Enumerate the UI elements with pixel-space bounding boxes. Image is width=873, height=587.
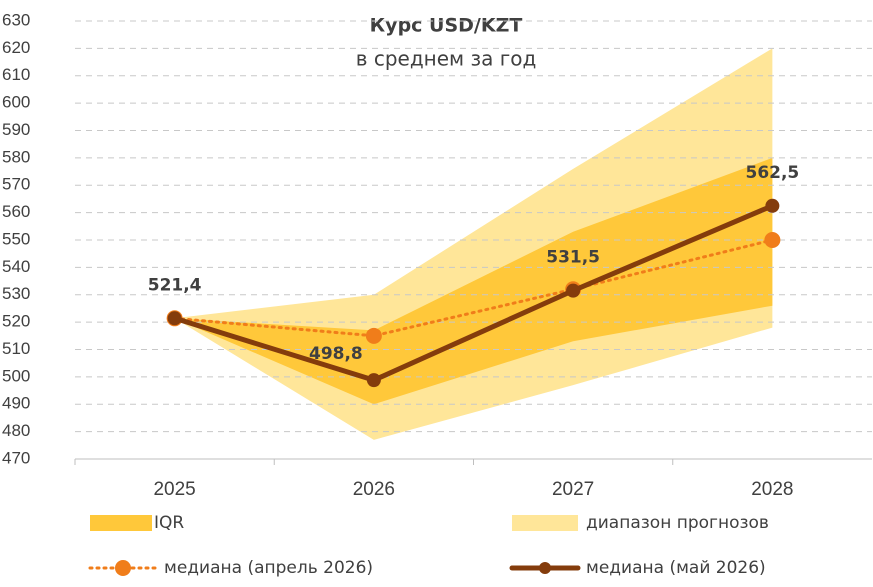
point xyxy=(566,283,581,298)
data-label: 531,5 xyxy=(546,248,600,268)
y-tick-label: 540 xyxy=(2,257,30,276)
y-tick-label: 590 xyxy=(2,120,30,139)
chart-title: Курс USD/KZT xyxy=(370,15,523,37)
x-tick-label: 2028 xyxy=(751,479,793,500)
legend-swatch xyxy=(512,515,578,531)
data-label: 498,8 xyxy=(309,344,363,364)
range-band xyxy=(174,157,773,405)
y-tick-label: 490 xyxy=(2,394,30,413)
point xyxy=(765,198,780,213)
y-tick-label: 620 xyxy=(2,38,30,57)
y-tick-label: 510 xyxy=(2,339,30,358)
line xyxy=(172,203,775,383)
legend-label: медиана (апрель 2026) xyxy=(164,558,373,578)
overlay: 470 480 490 500 510 520 530 540 550 560 570 580 590 6… xyxy=(2,10,872,578)
y-tick-label: 480 xyxy=(2,421,30,440)
y-tick-label: 570 xyxy=(2,175,30,194)
legend-label: диапазон прогнозов xyxy=(586,513,769,533)
legend-label: медиана (май 2026) xyxy=(586,558,766,578)
legend-marker xyxy=(115,560,131,576)
y-tick-label: 500 xyxy=(2,366,30,385)
x-tick-label: 2027 xyxy=(552,479,594,500)
y-tick-label: 630 xyxy=(2,10,30,29)
y-tick-label: 610 xyxy=(2,65,30,84)
point xyxy=(167,311,182,326)
plot xyxy=(75,20,872,440)
y-tick-label: 530 xyxy=(2,284,30,303)
data-label: 562,5 xyxy=(745,163,799,183)
data-label: 521,4 xyxy=(148,275,202,295)
line xyxy=(173,238,774,338)
point xyxy=(366,373,381,388)
point xyxy=(764,232,781,248)
y-tick-label: 520 xyxy=(2,312,30,331)
y-tick-label: 550 xyxy=(2,229,30,248)
chart-subtitle: в среднем за год xyxy=(356,47,537,71)
y-tick-label: 560 xyxy=(2,202,30,221)
point xyxy=(365,327,382,344)
y-tick-label: 600 xyxy=(2,93,30,112)
x-tick-label: 2026 xyxy=(353,479,395,500)
legend-marker xyxy=(539,562,551,574)
y-tick-label: 470 xyxy=(2,448,30,467)
legend-swatch xyxy=(90,515,152,531)
x-tick-label: 2025 xyxy=(153,479,195,500)
legend-label: IQR xyxy=(154,513,184,533)
y-tick-label: 580 xyxy=(2,147,30,166)
